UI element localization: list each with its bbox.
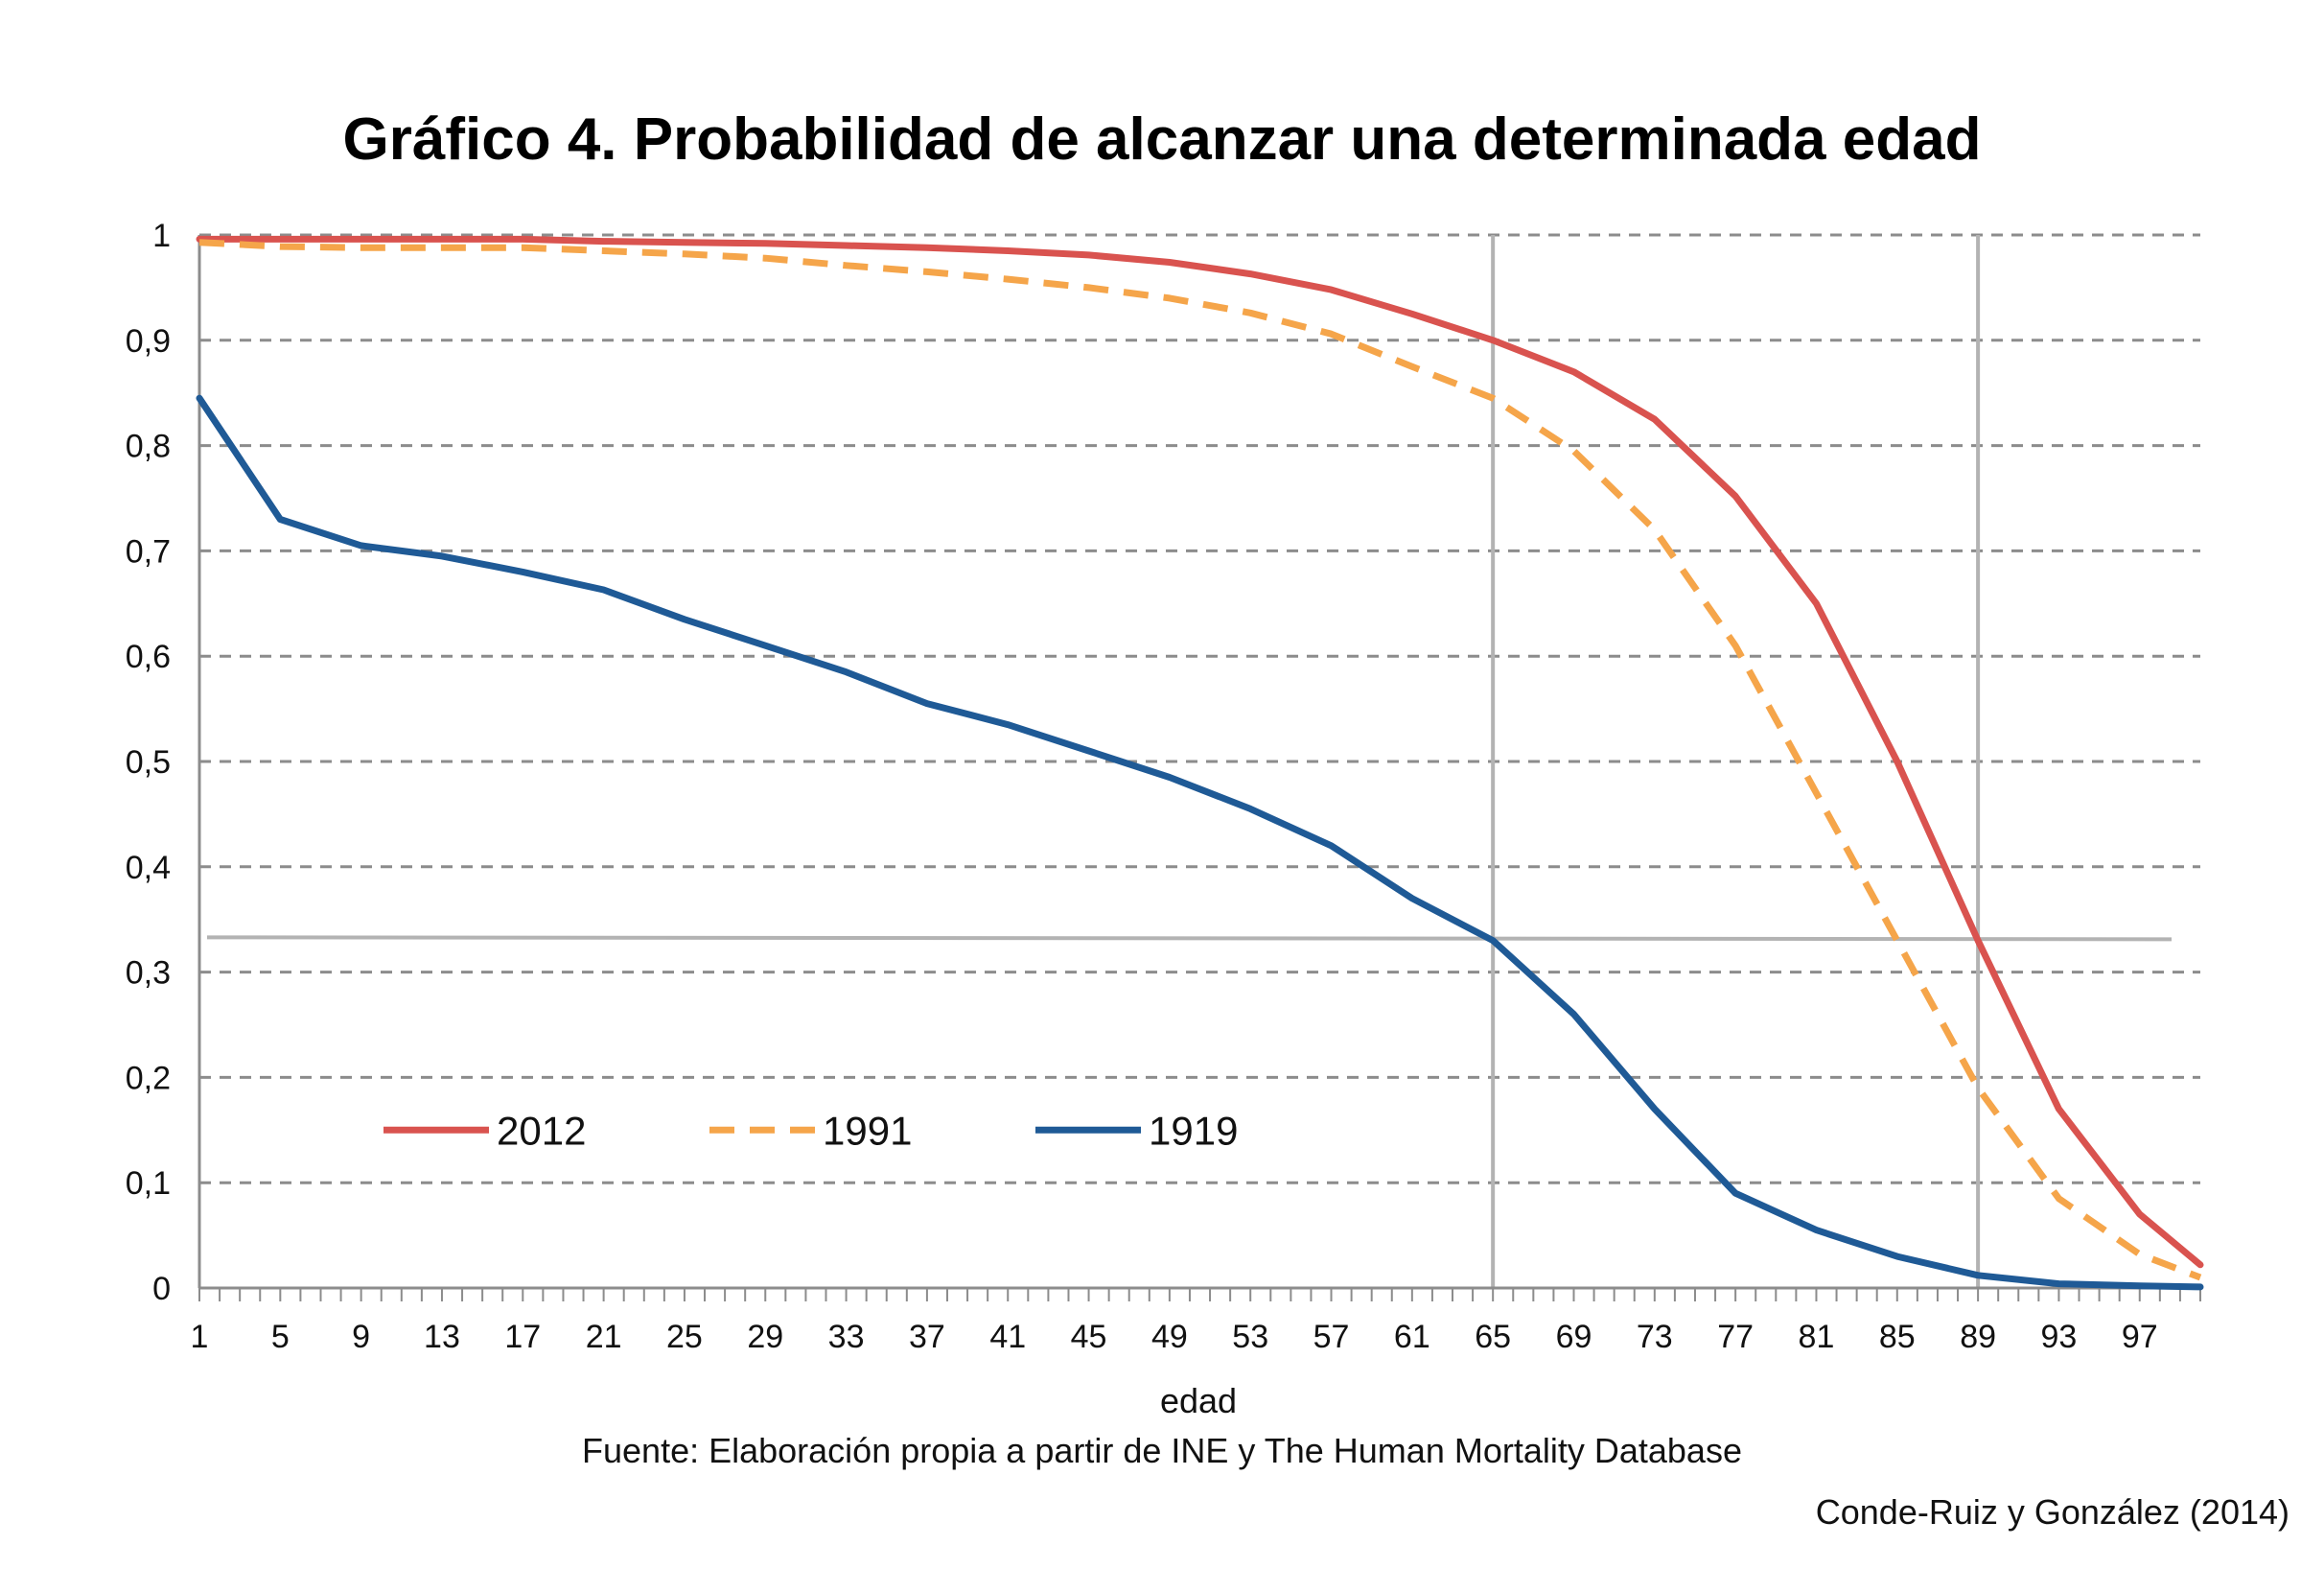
x-tick-label: 41 [989,1319,1026,1355]
reference-line-horizontal [206,935,2173,942]
y-tick-label: 0,6 [126,639,171,675]
series-line-2012 [196,235,2204,1269]
x-tick-label: 29 [747,1319,783,1355]
x-tick-label: 73 [1637,1319,1673,1355]
axes: 0 0,1 0,2 0,3 0,4 0,5 0,6 0,7 0,8 0,9 1 1 5 9 13 17 21 25… [126,218,2201,1355]
x-tick-label: 93 [2041,1319,2078,1355]
legend: 2012 1991 1919 [383,1108,1238,1153]
x-tick-label: 21 [586,1319,622,1355]
y-tick-label: 1 [152,218,171,254]
chart-title: Gráfico 4. Probabilidad de alcanzar una … [342,106,1982,173]
y-tick-label: 0,1 [126,1165,171,1202]
x-tick-label: 61 [1394,1319,1430,1355]
y-tick-label: 0,8 [126,429,171,465]
legend-label-1991: 1991 [823,1108,912,1153]
x-tick-label: 89 [1960,1319,1996,1355]
x-tick-label: 37 [909,1319,945,1355]
reference-lines [206,235,2173,1288]
x-tick-label: 81 [1799,1319,1835,1355]
y-tick-label: 0,9 [126,323,171,360]
x-tick-label: 57 [1313,1319,1350,1355]
x-tick-label: 85 [1879,1319,1916,1355]
source-note: Fuente: Elaboración propia a partir de I… [582,1431,1742,1470]
legend-label-1919: 1919 [1149,1108,1238,1153]
x-tick-label: 13 [424,1319,460,1355]
x-tick-label: 65 [1475,1319,1511,1355]
x-tick-label: 77 [1717,1319,1754,1355]
y-tick-label: 0,7 [126,533,171,570]
x-axis-label: edad [1159,1381,1238,1420]
x-tick-label: 45 [1071,1319,1107,1355]
legend-label-2012: 2012 [497,1108,586,1153]
x-tick-label: 97 [2122,1319,2158,1355]
y-tick-label: 0,3 [126,955,171,992]
gridlines [199,233,2200,1184]
x-tick-label: 69 [1556,1319,1592,1355]
x-tick-label: 25 [666,1319,703,1355]
credit-note: Conde-Ruiz y González (2014) [1815,1492,2289,1532]
series-line-1991 [198,239,2202,1281]
x-tick-label: 53 [1232,1319,1268,1355]
x-tick-label: 5 [271,1319,290,1355]
y-tick-label: 0,2 [126,1060,171,1096]
x-tick-label: 9 [352,1319,370,1355]
series-lines [196,235,2204,1291]
x-tick-label: 1 [191,1319,209,1355]
x-tick-label: 49 [1151,1319,1188,1355]
y-tick-label: 0 [152,1271,171,1307]
series-line-1919 [196,394,2204,1291]
x-tick-label: 33 [828,1319,865,1355]
y-tick-label: 0,5 [126,744,171,781]
y-tick-label: 0,4 [126,850,171,886]
x-tick-label: 17 [504,1319,541,1355]
